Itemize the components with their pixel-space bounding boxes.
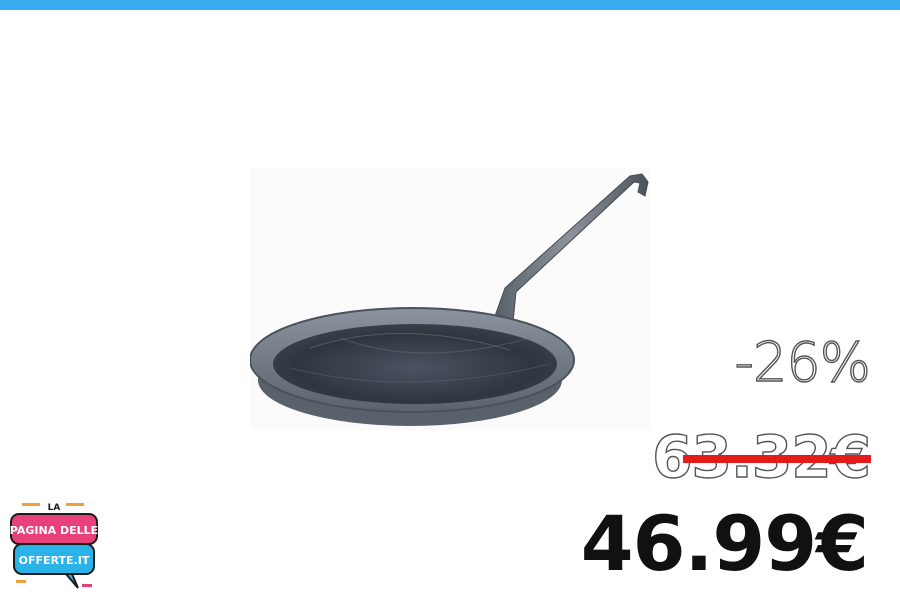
svg-text:LA: LA bbox=[48, 503, 61, 513]
old-price-strikethrough bbox=[683, 455, 871, 463]
new-price: 46.99€ bbox=[580, 499, 869, 588]
svg-text:OFFERTE.IT: OFFERTE.IT bbox=[19, 554, 90, 567]
discount-percent: -26% bbox=[734, 331, 872, 394]
frying-pan-icon bbox=[250, 168, 650, 430]
svg-text:PAGINA DELLE: PAGINA DELLE bbox=[10, 524, 98, 537]
top-accent-bar bbox=[0, 0, 900, 10]
brand-logo-icon: LA PAGINA DELLE OFFERTE.IT bbox=[10, 503, 98, 589]
